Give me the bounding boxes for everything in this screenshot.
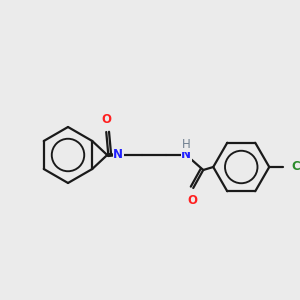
Text: O: O [187,194,197,207]
Text: N: N [181,148,191,161]
Text: O: O [101,113,111,126]
Text: N: N [113,148,123,161]
Text: H: H [182,139,190,152]
Text: Cl: Cl [291,160,300,173]
